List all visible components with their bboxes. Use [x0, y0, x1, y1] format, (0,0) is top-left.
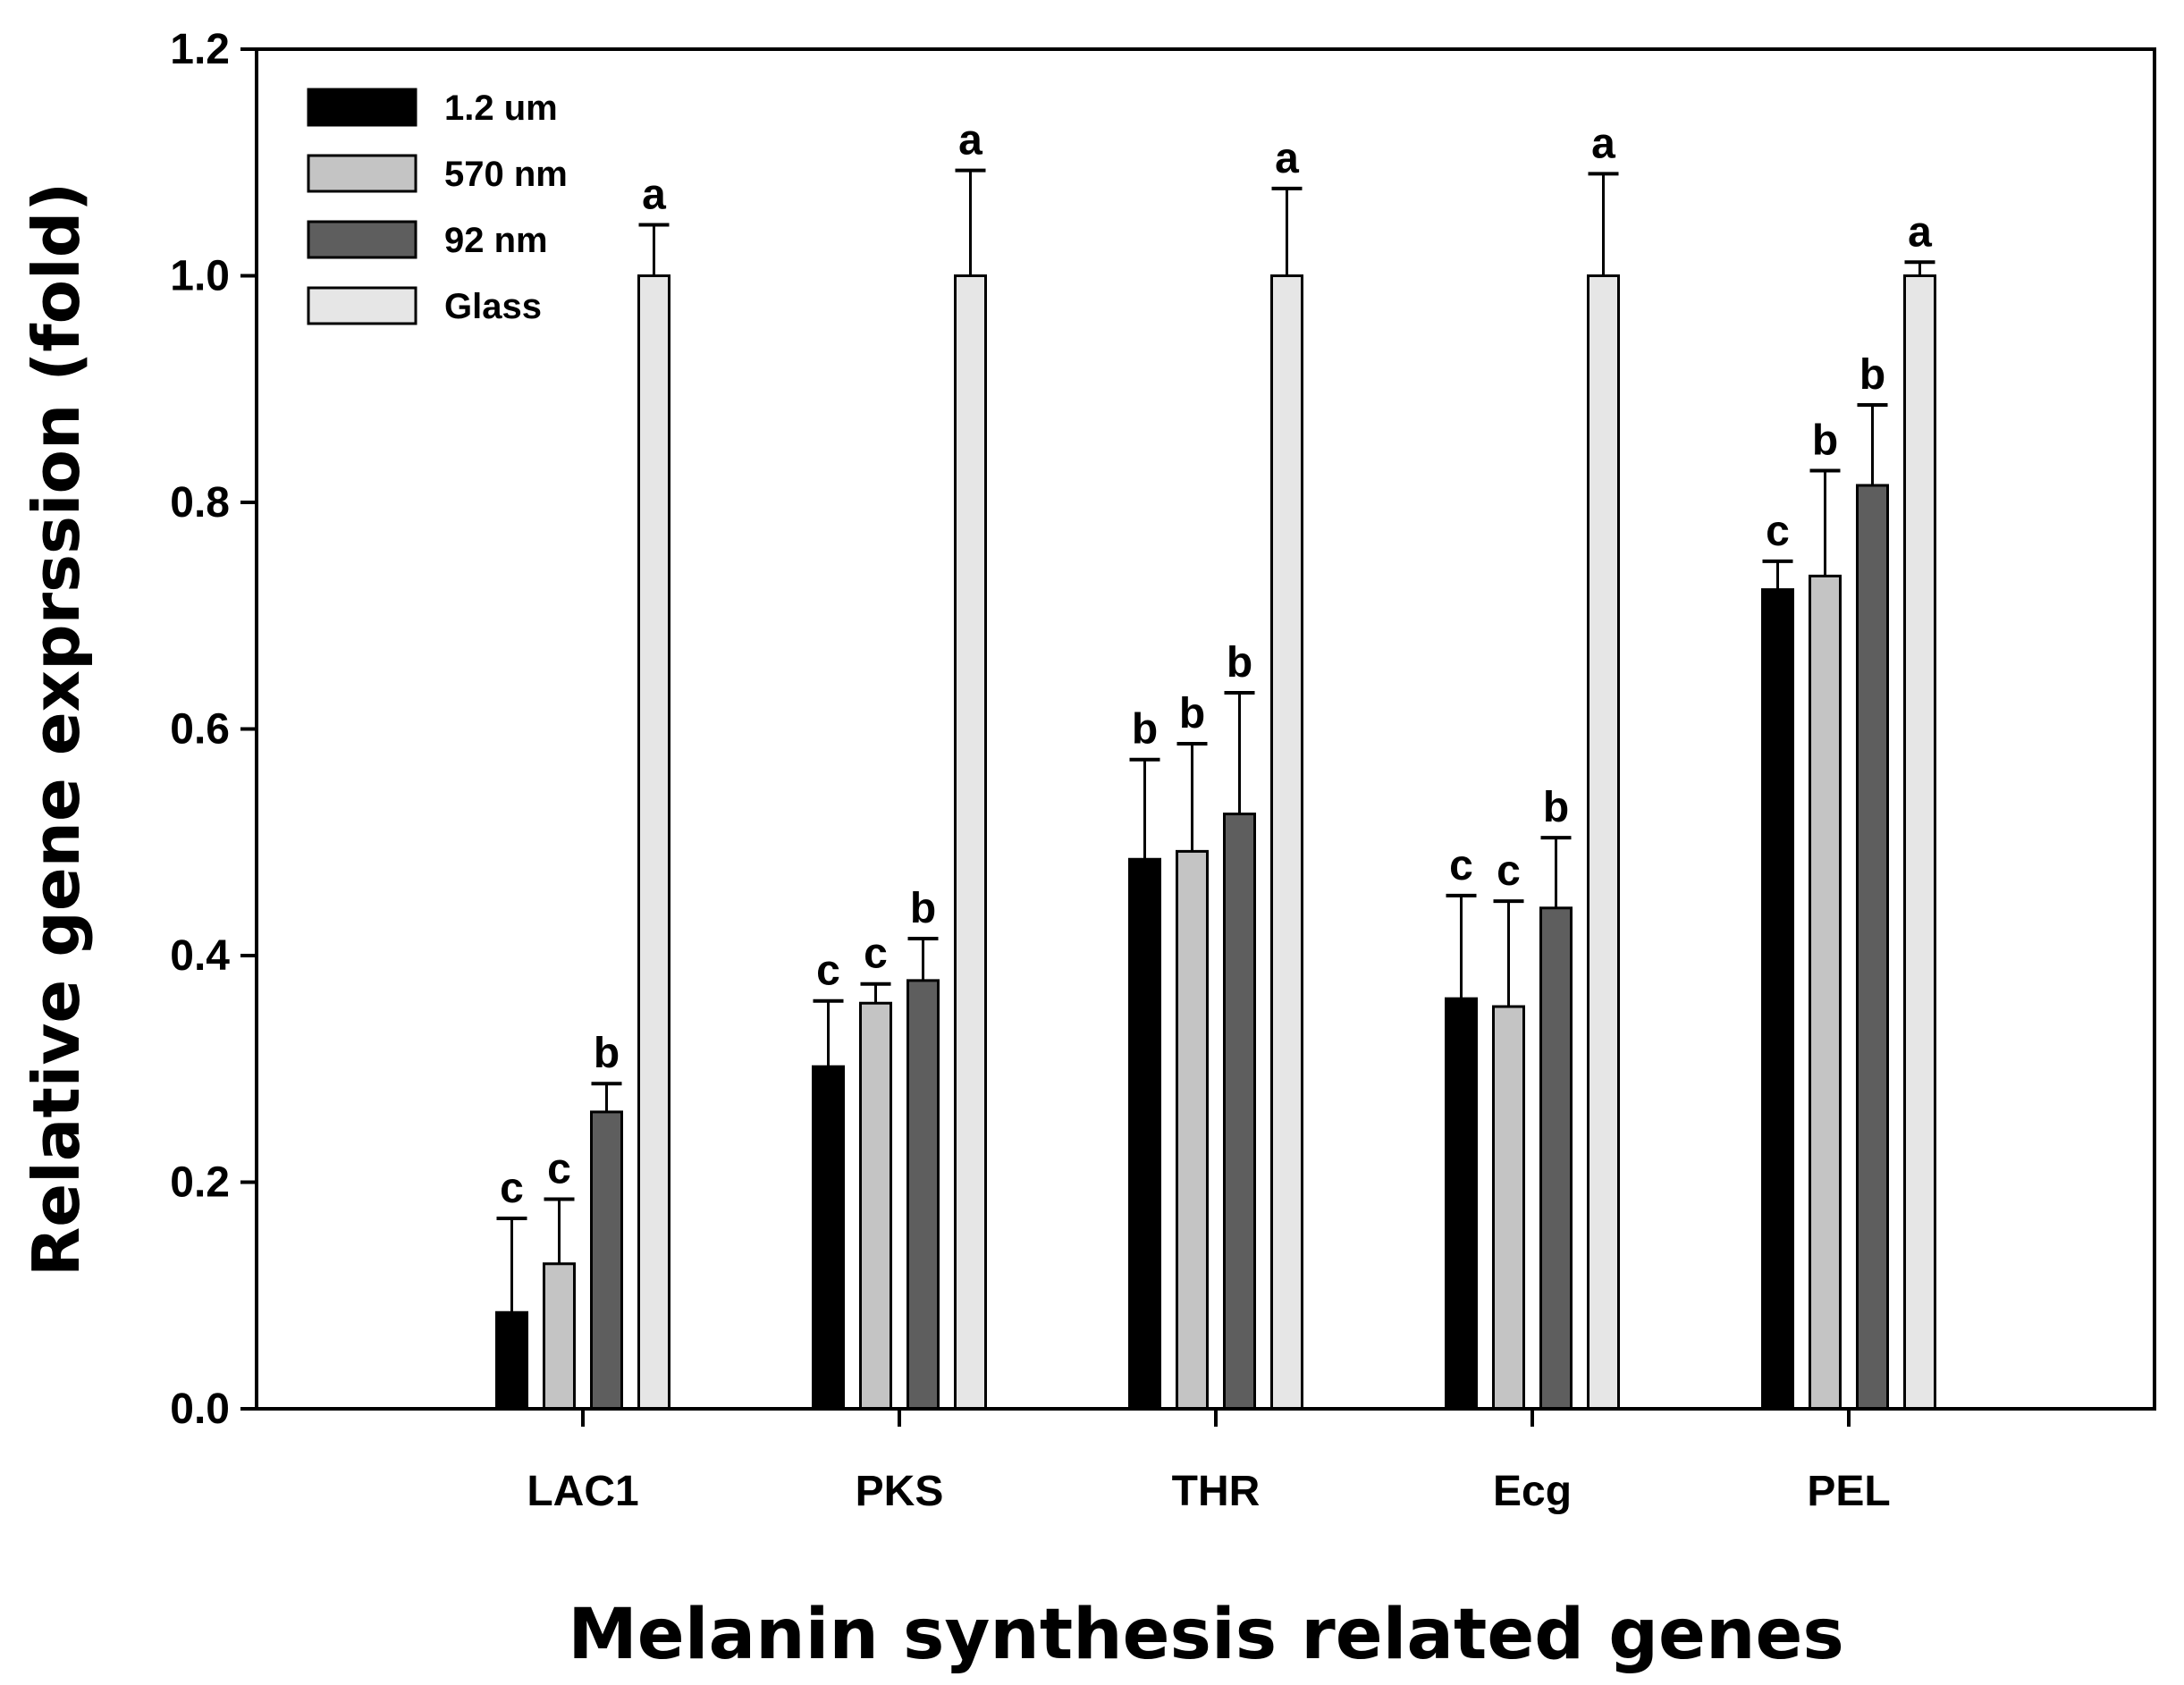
legend-swatch-92-nm: [307, 220, 417, 259]
x-tick-label-ecg: Ecg: [1493, 1468, 1572, 1515]
significance-letter: a: [1275, 135, 1299, 182]
y-tick-label: 1.2: [170, 26, 230, 73]
significance-letter: b: [910, 885, 936, 932]
bar-ecg-glass: [1587, 274, 1620, 1411]
bar-thr-92-nm: [1223, 813, 1256, 1411]
plot-frame: [255, 47, 2156, 1411]
significance-letter: a: [642, 171, 666, 218]
bar-pks-glass: [954, 274, 987, 1411]
significance-letter: c: [1766, 508, 1790, 555]
significance-letter: b: [594, 1030, 620, 1077]
bar-thr-1-2-um: [1128, 857, 1161, 1411]
bar-lac1-570-nm: [543, 1262, 576, 1411]
legend-label-glass: Glass: [444, 287, 542, 326]
significance-letter: a: [1591, 120, 1615, 167]
bar-pel-1-2-um: [1761, 588, 1794, 1411]
bar-thr-glass: [1270, 274, 1303, 1411]
significance-letter: c: [1497, 847, 1521, 895]
legend-label-1-2-um: 1.2 um: [444, 88, 558, 128]
x-tick-label-pel: PEL: [1807, 1468, 1890, 1515]
significance-letter: a: [1908, 208, 1932, 256]
legend-label-570-nm: 570 nm: [444, 155, 568, 194]
bar-thr-570-nm: [1176, 849, 1209, 1411]
bar-pks-570-nm: [859, 1001, 892, 1411]
bar-ecg-570-nm: [1492, 1005, 1525, 1411]
significance-letter: c: [1449, 842, 1473, 889]
bar-pel-570-nm: [1809, 574, 1842, 1411]
y-tick-label: 1.0: [170, 253, 230, 300]
legend-swatch-glass: [307, 286, 417, 325]
significance-letter: c: [864, 931, 888, 978]
significance-letter: b: [1132, 706, 1158, 754]
bar-lac1-1-2-um: [495, 1310, 528, 1411]
significance-letter: c: [547, 1146, 571, 1193]
significance-letter: b: [1543, 784, 1569, 831]
bar-pel-glass: [1903, 274, 1936, 1411]
legend-swatch-1-2-um: [307, 88, 417, 127]
x-tick-label-lac1: LAC1: [527, 1468, 638, 1515]
legend: 1.2 um 570 nm 92 nm Glass: [307, 88, 568, 326]
bar-pks-1-2-um: [812, 1065, 845, 1411]
significance-letter: c: [816, 948, 840, 995]
y-tick-label: 0.6: [170, 706, 230, 754]
y-tick-label: 0.8: [170, 479, 230, 527]
legend-swatch-570-nm: [307, 154, 417, 193]
bar-pks-92-nm: [906, 979, 940, 1411]
significance-letter: b: [1227, 639, 1252, 687]
bar-ecg-92-nm: [1539, 906, 1573, 1411]
bars-layer: [495, 168, 1936, 1411]
x-tick-label-thr: THR: [1172, 1468, 1261, 1515]
bar-lac1-92-nm: [590, 1110, 623, 1411]
significance-letter: b: [1812, 417, 1838, 465]
y-tick-label: 0.2: [170, 1159, 230, 1207]
significance-letter: b: [1859, 351, 1885, 399]
bar-ecg-1-2-um: [1445, 997, 1478, 1411]
x-axis-label: Melanin synthesis related genes: [568, 1595, 1844, 1675]
axes-layer: [240, 47, 1851, 1427]
x-tick-label-pks: PKS: [856, 1468, 944, 1515]
legend-label-92-nm: 92 nm: [444, 221, 548, 260]
bar-lac1-glass: [637, 274, 670, 1411]
bar-pel-92-nm: [1856, 484, 1889, 1411]
y-tick-label: 0.0: [170, 1386, 230, 1433]
significance-letter: a: [958, 117, 982, 164]
y-tick-label: 0.4: [170, 932, 230, 980]
significance-letter: b: [1179, 690, 1205, 737]
y-axis-label: Relative gene exprssion (fold): [19, 182, 94, 1276]
significance-letter: c: [500, 1165, 524, 1212]
